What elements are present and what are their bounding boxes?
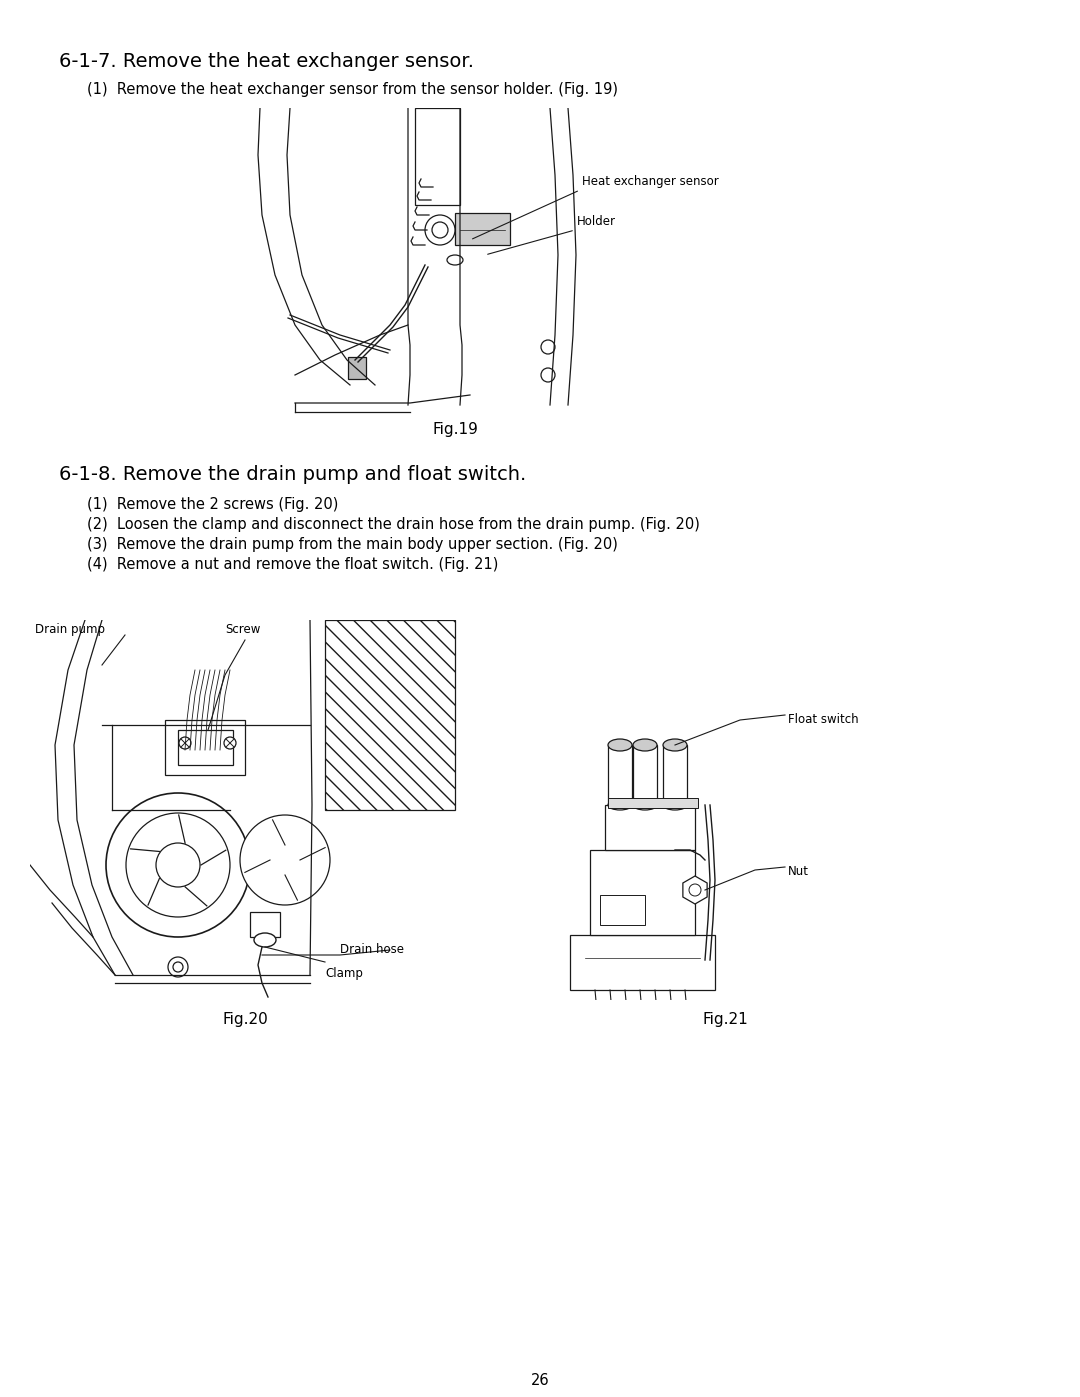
Bar [249,912,280,937]
Bar [605,805,696,849]
Text: Drain hose: Drain hose [340,943,404,956]
Circle shape [240,814,330,905]
Text: (1)  Remove the heat exchanger sensor from the sensor holder. (Fig. 19): (1) Remove the heat exchanger sensor fro… [87,82,618,96]
Ellipse shape [447,256,463,265]
Circle shape [173,963,183,972]
Text: 6-1-8. Remove the drain pump and float switch.: 6-1-8. Remove the drain pump and float s… [59,465,526,483]
Text: (4)  Remove a nut and remove the float switch. (Fig. 21): (4) Remove a nut and remove the float sw… [87,557,498,571]
Bar [415,108,460,205]
Ellipse shape [608,800,632,810]
Circle shape [126,813,230,916]
Ellipse shape [254,933,276,947]
Circle shape [689,884,701,895]
Text: Drain pump: Drain pump [35,623,105,636]
Text: (3)  Remove the drain pump from the main body upper section. (Fig. 20): (3) Remove the drain pump from the main … [87,536,618,552]
Bar [178,731,233,766]
Circle shape [426,215,455,244]
Ellipse shape [663,739,687,752]
Circle shape [224,738,237,749]
Text: Fig.20: Fig.20 [222,1011,268,1027]
Text: Clamp: Clamp [325,967,363,981]
Ellipse shape [608,739,632,752]
Text: 26: 26 [530,1373,550,1389]
Circle shape [156,842,200,887]
Ellipse shape [633,739,657,752]
Text: 6-1-7. Remove the heat exchanger sensor.: 6-1-7. Remove the heat exchanger sensor. [59,52,474,71]
Ellipse shape [633,800,657,810]
Circle shape [541,339,555,353]
Bar [633,745,657,805]
Bar [165,719,245,775]
Circle shape [168,957,188,977]
Bar [590,849,696,935]
Circle shape [541,367,555,381]
Text: (1)  Remove the 2 screws (Fig. 20): (1) Remove the 2 screws (Fig. 20) [87,497,338,511]
Text: Heat exchanger sensor: Heat exchanger sensor [582,175,719,189]
Text: Float switch: Float switch [788,712,859,726]
Circle shape [106,793,249,937]
Bar [348,358,366,379]
Ellipse shape [663,800,687,810]
Bar [608,798,698,807]
Bar [455,212,510,244]
Text: Screw: Screw [225,623,260,636]
Circle shape [432,222,448,237]
Bar [600,895,645,925]
Bar [325,620,455,810]
Circle shape [179,738,191,749]
Bar [570,935,715,990]
Text: Fig.21: Fig.21 [702,1011,747,1027]
Bar [663,745,687,805]
Text: Fig.19: Fig.19 [432,422,478,437]
Text: Nut: Nut [788,865,809,877]
Text: (2)  Loosen the clamp and disconnect the drain hose from the drain pump. (Fig. 2: (2) Loosen the clamp and disconnect the … [87,517,700,532]
Bar [608,745,632,805]
Text: Holder: Holder [577,215,616,228]
